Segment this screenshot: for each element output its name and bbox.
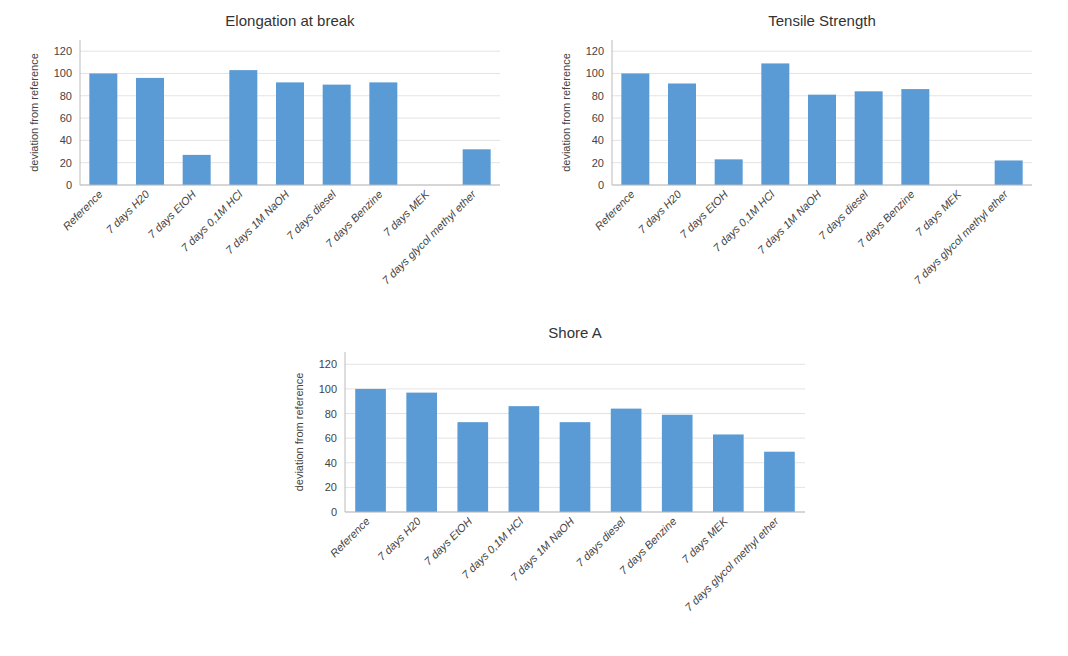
y-axis-label: deviation from reference <box>293 373 305 492</box>
y-tick-label: 80 <box>325 408 337 420</box>
grid-line <box>345 388 805 389</box>
grid-line <box>80 73 500 74</box>
x-axis-line <box>612 185 1032 186</box>
bars <box>621 63 1022 185</box>
y-axis-line <box>80 40 81 185</box>
y-tick-label: 40 <box>592 134 604 146</box>
x-tick-label: 7 days H20 <box>636 187 684 235</box>
grid-line <box>612 185 1032 186</box>
y-tick-label: 100 <box>54 67 72 79</box>
x-tick-label: 7 days 1M NaOH <box>508 515 576 583</box>
y-tick-label: 100 <box>586 67 604 79</box>
bar <box>668 84 696 186</box>
y-tick-label: 40 <box>60 134 72 146</box>
chart-title: Elongation at break <box>225 12 355 29</box>
grid-line <box>345 364 805 365</box>
bar <box>713 434 744 512</box>
x-tick-label: Reference <box>592 188 636 232</box>
y-tick-label: 0 <box>598 179 604 191</box>
grid-line <box>612 73 1032 74</box>
y-tick-label: 0 <box>66 179 72 191</box>
bar <box>457 422 488 512</box>
x-tick-label: 7 days EtOH <box>422 515 475 568</box>
grid-line <box>612 51 1032 52</box>
y-tick-label: 40 <box>325 457 337 469</box>
chart-panel: 0 20 40 60 80 100 120 Reference7 days H20 7 days… <box>28 12 500 286</box>
bars <box>89 70 490 185</box>
y-tick-label: 80 <box>592 90 604 102</box>
x-tick-label: 7 days glycol methyl ether <box>912 187 1011 286</box>
x-tick-label: 7 days MEK <box>679 514 730 565</box>
x-axis-line <box>345 512 805 513</box>
chart-panel: 020406080100120Reference7 days H207 days… <box>293 324 805 613</box>
x-tick-label: 7 days Benzine <box>617 515 679 577</box>
x-tick-label: 7 days Benzine <box>855 188 917 250</box>
x-axis-line <box>80 185 500 186</box>
y-tick-label: 60 <box>592 112 604 124</box>
bar <box>229 70 257 185</box>
x-tick-label: 7 days MEK <box>381 187 432 238</box>
chart-title: Shore A <box>548 324 601 341</box>
y-tick-label: 20 <box>325 481 337 493</box>
chart-title: Tensile Strength <box>768 12 876 29</box>
x-tick-label: 7 days diesel <box>574 515 628 569</box>
y-tick-label: 60 <box>325 432 337 444</box>
y-axis-label: deviation from reference <box>560 53 572 172</box>
bar <box>761 63 789 185</box>
y-axis-line <box>612 40 613 185</box>
x-tick-label: 7 days glycol methyl ether <box>380 187 479 286</box>
bar <box>662 415 693 512</box>
grid-line <box>80 51 500 52</box>
bar <box>808 95 836 185</box>
y-tick-label: 20 <box>60 157 72 169</box>
bar <box>406 393 437 512</box>
bar <box>136 78 164 185</box>
x-tick-label: 7 days glycol methyl ether <box>682 514 781 613</box>
bar <box>855 91 883 185</box>
x-tick-label: 7 days Benzine <box>323 188 385 250</box>
bar <box>715 159 743 185</box>
bar <box>323 85 351 185</box>
x-tick-label: 7 days 1M NaOH <box>223 188 291 256</box>
y-tick-label: 60 <box>60 112 72 124</box>
y-tick-label: 120 <box>319 358 337 370</box>
bar <box>463 149 491 185</box>
y-tick-label: 100 <box>319 383 337 395</box>
x-tick-label: 7 days 1M NaOH <box>755 188 823 256</box>
bar <box>995 160 1023 185</box>
bar <box>621 73 649 185</box>
y-tick-label: 0 <box>331 506 337 518</box>
x-tick-label: 7 days H20 <box>104 187 152 235</box>
grid-line <box>80 185 500 186</box>
bar <box>89 73 117 185</box>
bar <box>183 155 211 185</box>
y-tick-label: 120 <box>586 45 604 57</box>
bar <box>509 406 540 512</box>
bar <box>560 422 591 512</box>
bar <box>611 409 642 512</box>
chart-panel: 0 20 40 60 80 100 120 Reference7 days H20 7 days… <box>560 12 1032 286</box>
x-tick-label: 7 days MEK <box>913 187 964 238</box>
x-tick-label: Reference <box>328 515 372 559</box>
x-tick-label: 7 days H20 <box>375 514 423 562</box>
x-tick-label: Reference <box>60 188 104 232</box>
y-tick-label: 80 <box>60 90 72 102</box>
y-axis-line <box>345 352 346 512</box>
y-tick-label: 20 <box>592 157 604 169</box>
bar <box>369 82 397 185</box>
bars <box>355 389 795 512</box>
chart-figure: 020406080100120Reference7 days H207 days… <box>0 0 1068 656</box>
bar <box>901 89 929 185</box>
bar <box>355 389 386 512</box>
y-tick-label: 120 <box>54 45 72 57</box>
bar <box>276 82 304 185</box>
y-axis-label: deviation from reference <box>28 53 40 172</box>
bar <box>764 452 795 512</box>
grid-line <box>345 512 805 513</box>
